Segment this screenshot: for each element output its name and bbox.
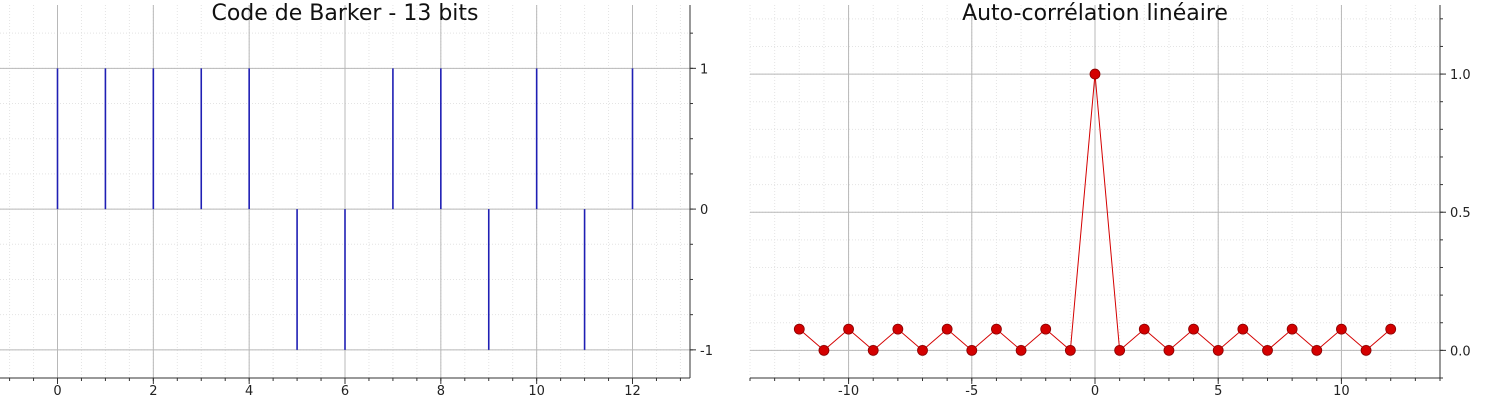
chart-title: Code de Barker - 13 bits: [211, 1, 478, 26]
x-tick-label: 6: [341, 384, 349, 399]
data-point: [1040, 323, 1052, 335]
autocorrelation-chart: -10 -5 0 5 10 0.0 0.5 1.0 Auto-corrélation linéa…: [749, 1, 1471, 399]
x-tick-label: 10: [1333, 384, 1350, 399]
data-point: [966, 344, 978, 356]
x-tick-label: -10: [838, 384, 859, 399]
data-point: [1360, 344, 1372, 356]
x-tick-label: 8: [437, 384, 445, 399]
y-tick-label: 1: [700, 62, 708, 77]
data-point: [1188, 323, 1199, 335]
y-tick-label: 1.0: [1450, 68, 1471, 83]
data-point: [1262, 344, 1273, 356]
x-tick-label: 4: [245, 384, 253, 399]
data-point: [1163, 344, 1175, 356]
chart-title: Auto-corrélation linéaire: [962, 1, 1228, 26]
data-point: [1336, 323, 1347, 335]
data-point: [941, 323, 953, 335]
data-point: [1311, 344, 1323, 356]
data-point: [1015, 344, 1027, 356]
data-point: [1286, 323, 1298, 335]
x-tick-label: 0: [53, 384, 61, 399]
data-point: [1114, 344, 1126, 356]
x-tick-label: 10: [528, 384, 545, 399]
data-point: [1064, 344, 1076, 356]
data-point: [917, 344, 928, 356]
x-tick-label: 12: [624, 384, 641, 399]
y-tick-label: -1: [700, 344, 713, 359]
data-point: [892, 323, 904, 335]
x-tick-label: 5: [1214, 384, 1222, 399]
x-tick-label: 0: [1091, 384, 1099, 399]
y-tick-label: 0.5: [1450, 206, 1471, 221]
major-grid: [750, 5, 1440, 378]
barker-code-chart: 0 2 4 6 8 10 12 -1 0 1 Code de Barker - 13 bits: [0, 1, 713, 399]
data-point: [843, 323, 854, 335]
data-point: [991, 323, 1002, 335]
data-point: [818, 344, 830, 356]
data-point: [1089, 68, 1101, 80]
y-tick-label: 0.0: [1450, 344, 1471, 359]
data-point: [1138, 323, 1150, 335]
data-point: [793, 323, 805, 335]
data-point: [1212, 344, 1224, 356]
data-point: [867, 344, 879, 356]
y-tick-label: 0: [700, 203, 708, 218]
data-point: [1237, 323, 1249, 335]
x-tick-label: -5: [965, 384, 978, 399]
data-point: [1385, 323, 1397, 335]
x-tick-label: 2: [149, 384, 157, 399]
